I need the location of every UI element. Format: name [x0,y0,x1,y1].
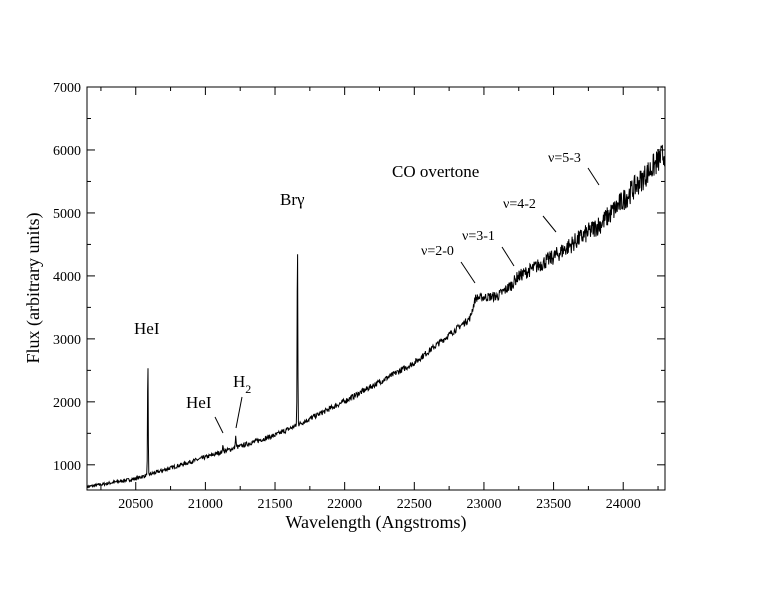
y-tick-label: 3000 [53,333,81,348]
x-axis-ticks: 20500 21000 21500 22000 22500 23000 23500 24000 [100,87,659,512]
x-tick-label: 22000 [327,497,362,512]
annotation-v42: ν=4-2 [503,197,536,212]
x-tick-label: 21000 [188,497,223,512]
y-tick-label: 7000 [53,81,81,96]
y-tick-label: 1000 [53,459,81,474]
x-tick-label: 23000 [466,497,501,512]
annotation-v42-pointer [542,215,557,233]
x-tick-label: 22500 [397,497,432,512]
annotation-h2: H2 [233,372,251,396]
annotation-v53: ν=5-3 [548,151,581,166]
annotation-v31-pointer [501,246,515,267]
x-tick-label: 21500 [258,497,293,512]
annotation-hei-1: HeI [134,319,160,338]
annotation-h2-pointer [235,396,243,429]
y-tick-label: 2000 [53,396,81,411]
annotation-h2-sub: 2 [245,382,251,396]
annotation-v20: ν=2-0 [421,244,454,259]
spectrum-series-line [86,144,666,489]
y-tick-label: 6000 [53,144,81,159]
annotation-hei-2: HeI [186,393,212,412]
annotation-v53-pointer [587,167,600,186]
x-tick-label: 23500 [536,497,571,512]
y-tick-label: 4000 [53,270,81,285]
x-tick-label: 24000 [606,497,641,512]
y-tick-label: 5000 [53,207,81,222]
plot-frame [86,86,666,491]
y-axis-ticks: 1000 2000 3000 4000 5000 6000 7000 [53,81,665,474]
x-tick-label: 20500 [118,497,153,512]
annotation-hei-2-pointer [214,416,224,434]
annotation-br-gamma: Brγ [280,190,305,209]
annotation-h2-base: H [233,372,245,391]
annotation-co-overtone: CO overtone [392,162,479,181]
x-axis-label: Wavelength (Angstroms) [285,512,466,533]
annotation-v31: ν=3-1 [462,229,495,244]
annotation-v20-pointer [460,261,476,284]
y-axis-label: Flux (arbitrary units) [23,213,44,364]
